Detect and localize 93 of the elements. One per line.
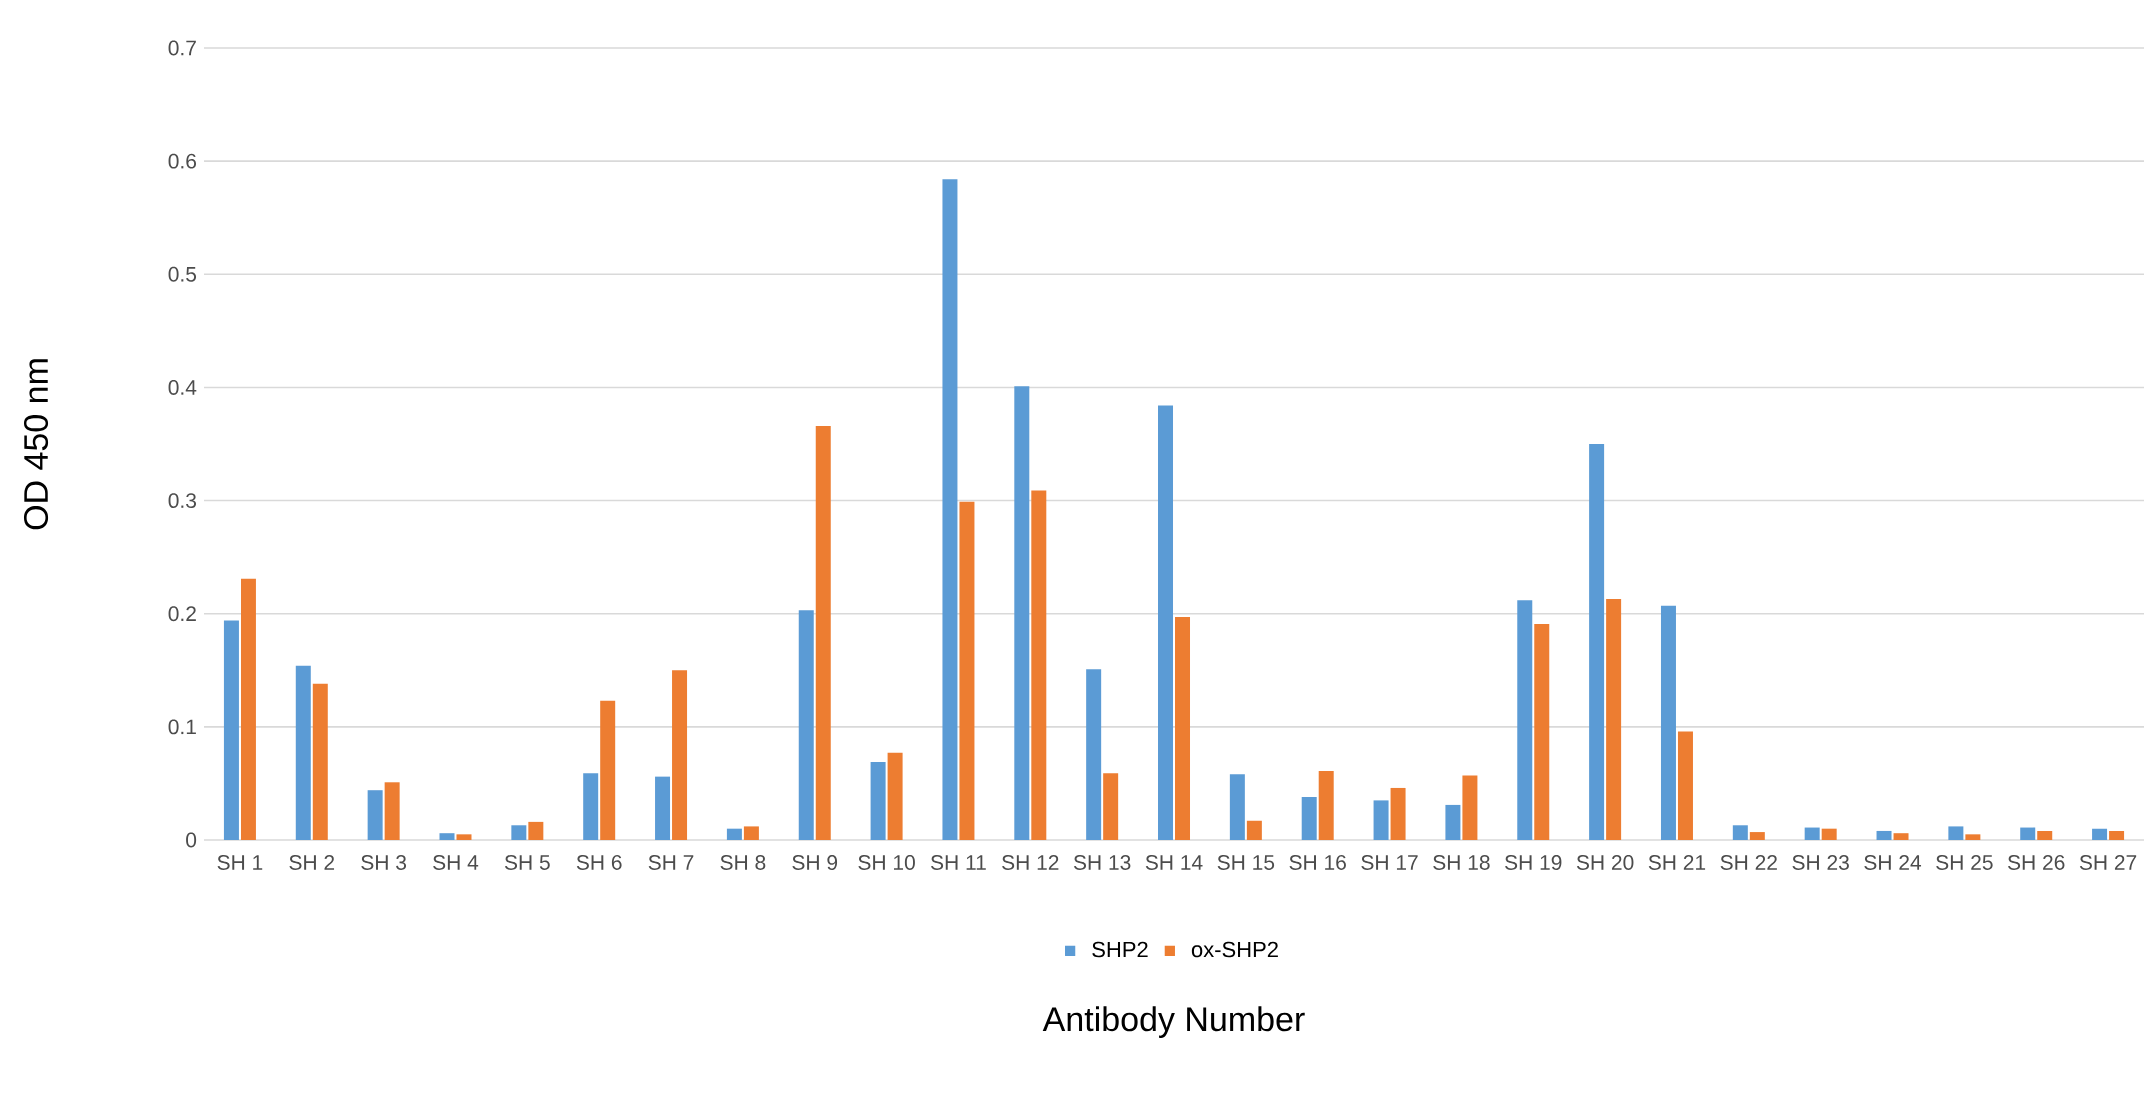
x-tick-label: SH 14 — [1145, 855, 1203, 870]
bar — [1589, 444, 1605, 840]
x-tick-label: SH 18 — [1433, 855, 1490, 870]
bar — [870, 761, 886, 840]
bar — [1229, 774, 1245, 840]
y-tick-label: 0.7 — [168, 40, 196, 56]
bar — [1175, 617, 1190, 840]
x-tick-label: SH 20 — [1576, 855, 1634, 870]
bar — [2037, 830, 2053, 840]
y-tick-label: 0.4 — [168, 380, 197, 395]
bar — [1318, 770, 1334, 840]
legend-label: ox-SHP2 — [1191, 941, 1278, 958]
bar — [672, 670, 688, 840]
bar — [1677, 731, 1693, 840]
bar — [959, 501, 975, 840]
bar — [1301, 797, 1317, 840]
y-axis-title: OD 450 nm — [23, 359, 49, 530]
x-tick-label: SH 4 — [433, 855, 479, 870]
y-tick-label: 0.1 — [168, 719, 196, 735]
bar — [2020, 827, 2036, 840]
x-axis-title: Antibody Number — [1042, 1006, 1305, 1038]
bar — [2092, 828, 2108, 840]
bar — [2109, 830, 2125, 840]
bar — [1103, 773, 1119, 840]
bar — [1373, 800, 1389, 840]
legend-label: SHP2 — [1092, 941, 1148, 958]
bar — [1804, 827, 1820, 840]
bar — [384, 782, 400, 840]
bar — [1606, 599, 1622, 840]
x-tick-label: SH 21 — [1648, 855, 1706, 870]
bar — [295, 665, 311, 840]
x-tick-label: SH 27 — [2079, 855, 2137, 870]
bar — [223, 620, 239, 840]
x-tick-label: SH 17 — [1361, 855, 1418, 870]
bar — [1893, 833, 1909, 840]
bar — [815, 425, 831, 840]
bar — [583, 773, 599, 840]
y-tick-label: 0.2 — [168, 606, 196, 622]
bar — [1246, 820, 1262, 840]
bar — [655, 776, 671, 840]
x-tick-label: SH 13 — [1073, 855, 1131, 870]
x-tick-label: SH 5 — [504, 855, 550, 870]
bar — [528, 821, 544, 840]
bar — [1445, 804, 1461, 840]
x-tick-label: SH 25 — [1936, 855, 1993, 870]
bar — [1965, 834, 1981, 840]
x-tick-label: SH 6 — [576, 855, 622, 870]
y-tick-label: 0.5 — [168, 266, 197, 282]
x-tick-label: SH 9 — [792, 855, 838, 870]
bar — [367, 790, 383, 840]
bar — [1732, 825, 1748, 840]
x-tick-label: SH 26 — [2007, 855, 2065, 870]
bar — [1749, 832, 1765, 840]
bar — [312, 683, 328, 840]
bar — [511, 825, 527, 840]
bar — [1517, 600, 1533, 840]
bar — [240, 578, 256, 840]
x-tick-label: SH 12 — [1002, 855, 1059, 870]
bar — [1660, 605, 1676, 840]
x-tick-label: SH 11 — [930, 855, 986, 870]
x-tick-label: SH 1 — [217, 855, 263, 870]
x-tick-label: SH 15 — [1217, 855, 1275, 870]
bar — [1086, 669, 1102, 840]
bar — [887, 752, 903, 840]
bar — [1390, 787, 1406, 840]
bar — [600, 700, 616, 840]
y-tick-label: 0.3 — [168, 493, 197, 509]
x-tick-label: SH 8 — [720, 855, 766, 870]
bar — [1014, 386, 1030, 840]
bar — [1821, 828, 1837, 840]
x-tick-label: SH 24 — [1864, 855, 1922, 870]
bar — [942, 179, 958, 840]
x-tick-label: SH 2 — [289, 855, 335, 870]
x-tick-label: SH 3 — [361, 855, 407, 870]
y-tick-label: 0 — [186, 832, 197, 848]
bar — [726, 828, 742, 840]
x-tick-label: SH 10 — [858, 855, 915, 870]
bar — [1948, 826, 1964, 840]
bar — [743, 826, 759, 840]
bar — [1534, 623, 1550, 840]
bar — [456, 834, 472, 840]
x-tick-label: SH 22 — [1720, 855, 1777, 870]
bar — [1031, 490, 1047, 840]
bar — [798, 610, 814, 840]
x-tick-label: SH 16 — [1289, 855, 1346, 870]
bar — [1462, 775, 1478, 840]
x-tick-label: SH 23 — [1792, 855, 1849, 870]
bar — [439, 833, 455, 840]
x-tick-label: SH 19 — [1505, 855, 1562, 870]
y-tick-label: 0.6 — [168, 153, 197, 169]
bar — [1158, 405, 1174, 840]
x-tick-label: SH 7 — [648, 855, 694, 870]
bar — [1876, 830, 1892, 840]
